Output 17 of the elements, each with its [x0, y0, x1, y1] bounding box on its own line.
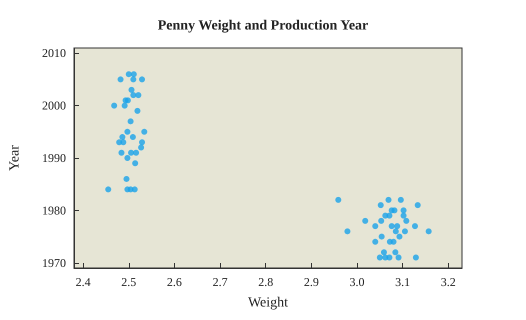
y-tick-label: 2000: [42, 98, 66, 113]
x-tick-label: 3.2: [440, 275, 456, 289]
y-tick-label: 1980: [42, 203, 66, 218]
y-axis-title: Year: [8, 144, 22, 171]
x-tick-label: 3.0: [350, 275, 365, 289]
x-tick-label: 2.6: [166, 275, 182, 289]
x-tick-label: 2.5: [121, 275, 136, 289]
x-tick-label: 2.8: [258, 275, 274, 289]
x-axis-title: Weight: [248, 296, 288, 310]
x-tick-label: 2.7: [212, 275, 228, 289]
y-tick-label: 1990: [42, 151, 66, 165]
x-tick-label: 2.4: [76, 275, 91, 289]
y-tick-label: 1970: [42, 256, 66, 270]
x-tick-label: 3.1: [395, 275, 410, 289]
y-tick-label: 2010: [42, 46, 66, 60]
x-tick-label: 2.9: [304, 275, 319, 289]
chart-title: Penny Weight and Production Year: [158, 18, 368, 34]
